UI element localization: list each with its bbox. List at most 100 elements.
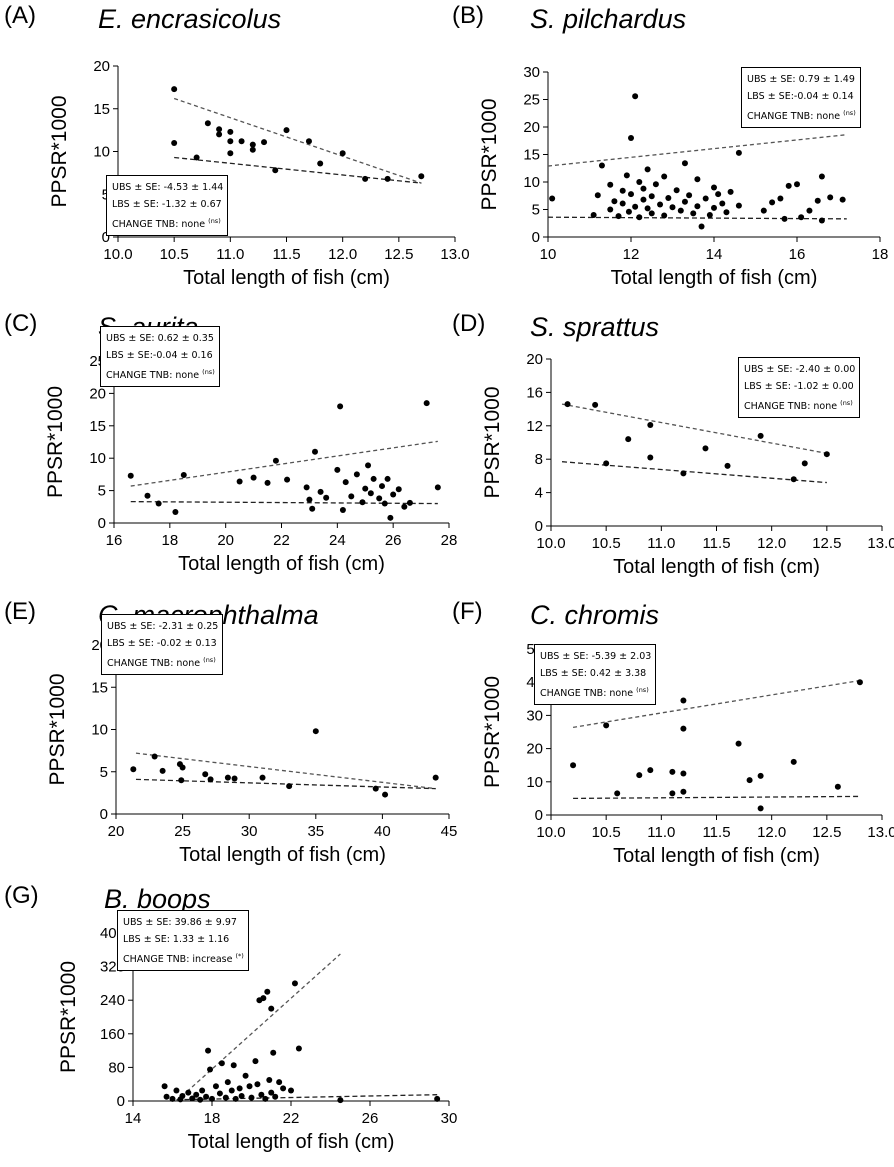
data-point [202, 771, 209, 778]
upper-boundary-line [561, 403, 827, 454]
data-point [172, 508, 179, 515]
data-point [180, 472, 187, 479]
data-point [372, 785, 379, 792]
x-tick-label: 10.0 [536, 535, 565, 552]
y-tick-label: 20 [526, 741, 543, 758]
panel-letter: (D) [452, 310, 486, 337]
data-point [681, 198, 688, 205]
data-point [284, 476, 291, 483]
x-tick-label: 20 [108, 823, 125, 840]
data-point [227, 138, 234, 145]
data-point [647, 454, 654, 461]
lbs-stat: LBS ± SE: -1.32 ± 0.67 [112, 199, 222, 210]
data-point [628, 191, 634, 198]
data-point [680, 725, 687, 732]
ubs-stat: UBS ± SE: 0.62 ± 0.35 [106, 333, 214, 344]
x-tick-label: 30 [441, 1110, 458, 1127]
x-tick-label: 20 [217, 532, 234, 549]
y-tick-label: 15 [89, 418, 106, 435]
y-tick-label: 0 [532, 229, 540, 246]
data-point [179, 1092, 186, 1099]
data-point [614, 790, 621, 797]
data-point [266, 1077, 273, 1083]
data-point [276, 1079, 283, 1086]
data-point [230, 1062, 237, 1069]
data-point [757, 772, 764, 779]
tnb-stat: CHANGE TNB: none (ns) [106, 368, 215, 382]
data-point [268, 1005, 275, 1012]
y-tick-label: 20 [93, 58, 110, 75]
data-point [236, 1085, 243, 1092]
data-point [227, 128, 234, 135]
data-point [625, 436, 632, 443]
y-tick-label: 0 [98, 515, 106, 532]
data-point [259, 774, 266, 781]
x-tick-label: 10 [540, 246, 557, 263]
panel-letter: (B) [452, 2, 484, 29]
x-tick-label: 12.0 [328, 246, 357, 263]
data-point [370, 475, 377, 482]
data-point [249, 141, 256, 148]
data-point [636, 772, 643, 779]
data-point [680, 470, 687, 477]
x-tick-label: 12 [623, 246, 640, 263]
panel-title: B. boops [104, 884, 211, 914]
data-point [272, 1093, 279, 1100]
panel-title: E. encrasicolus [98, 4, 282, 34]
stats-box: UBS ± SE: -4.53 ± 1.44 LBS ± SE: -1.32 ±… [106, 175, 229, 237]
data-point [590, 212, 597, 218]
data-point [250, 474, 257, 481]
data-point [231, 775, 238, 782]
data-point [212, 1083, 219, 1090]
data-point [632, 93, 639, 100]
x-tick-label: 11.5 [702, 824, 730, 841]
data-point [317, 488, 324, 495]
data-point [254, 1081, 261, 1088]
data-point [317, 160, 324, 167]
data-point [570, 762, 577, 769]
x-tick-label: 30 [241, 823, 258, 840]
upper-boundary-line [173, 97, 422, 184]
x-tick-label: 18 [872, 246, 889, 263]
y-tick-label: 160 [100, 1026, 125, 1043]
y-axis-label: PPSR*1000 [44, 386, 67, 498]
data-point [715, 191, 722, 198]
data-point [193, 154, 200, 161]
x-tick-label: 12.5 [812, 824, 841, 841]
x-tick-label: 10.0 [536, 824, 565, 841]
data-point [163, 1093, 170, 1100]
data-point [268, 1089, 275, 1096]
data-point [652, 181, 659, 188]
x-tick-label: 10.5 [592, 535, 621, 552]
y-tick-label: 20 [89, 385, 106, 402]
data-point [564, 401, 571, 408]
data-point [207, 1066, 214, 1073]
y-tick-label: 20 [523, 119, 540, 136]
data-point [432, 774, 439, 781]
data-point [719, 200, 726, 207]
data-point [856, 679, 863, 686]
data-point [348, 493, 355, 500]
data-point [199, 1087, 206, 1094]
stats-box: UBS ± SE: -2.31 ± 0.25 LBS ± SE: -0.02 ±… [101, 614, 224, 676]
data-point [280, 1085, 287, 1092]
data-point [661, 173, 668, 180]
data-point [814, 197, 821, 204]
data-point [669, 768, 676, 775]
data-point [197, 1096, 204, 1103]
data-point [130, 766, 137, 773]
scatter-plot-d: 0 4 8 12 16 20 10.0 10.5 11.0 11.5 12.0 12.5 13.0 Tot… [481, 351, 894, 578]
y-tick-label: 20 [526, 351, 543, 368]
tnb-stat: CHANGE TNB: none (ns) [747, 109, 856, 123]
data-point [238, 1092, 245, 1099]
data-point [342, 479, 349, 486]
data-point [264, 479, 271, 486]
x-tick-label: 12.0 [757, 535, 786, 552]
upper-boundary-line [176, 953, 341, 1102]
data-point [632, 203, 639, 210]
data-point [418, 173, 425, 180]
data-point [735, 149, 742, 156]
x-tick-label: 22 [273, 532, 290, 549]
x-axis-label: Total length of fish (cm) [613, 845, 820, 867]
